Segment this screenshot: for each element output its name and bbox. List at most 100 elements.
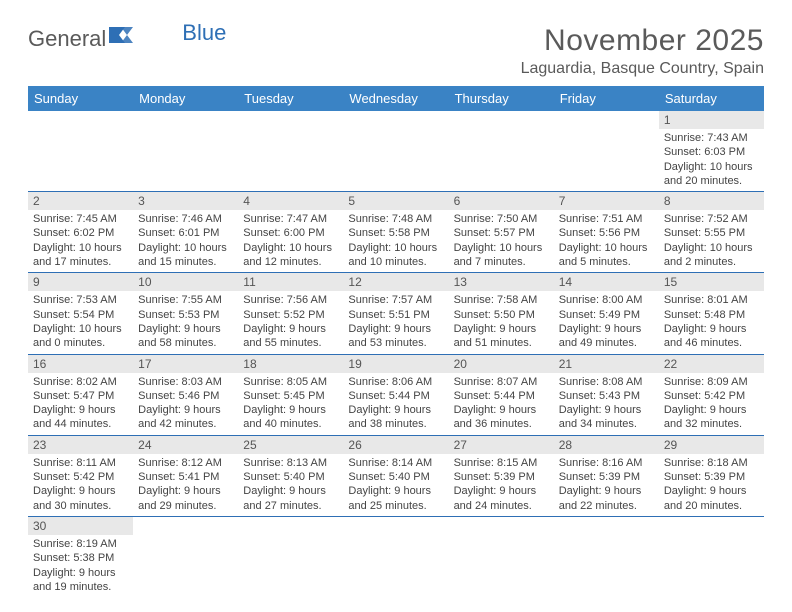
sunrise-text: Sunrise: 8:03 AM [138, 375, 233, 389]
daylight-text: Daylight: 9 hours and 42 minutes. [138, 403, 233, 432]
day-number: 9 [28, 273, 133, 291]
calendar-cell: 20Sunrise: 8:07 AMSunset: 5:44 PMDayligh… [449, 354, 554, 435]
sunrise-text: Sunrise: 8:01 AM [664, 293, 759, 307]
sunset-text: Sunset: 5:40 PM [243, 470, 338, 484]
day-detail: Sunrise: 8:00 AMSunset: 5:49 PMDaylight:… [554, 291, 659, 353]
brand-part1: General [28, 26, 106, 52]
sunrise-text: Sunrise: 8:05 AM [243, 375, 338, 389]
day-detail: Sunrise: 7:56 AMSunset: 5:52 PMDaylight:… [238, 291, 343, 353]
day-detail: Sunrise: 8:11 AMSunset: 5:42 PMDaylight:… [28, 454, 133, 516]
day-detail: Sunrise: 8:09 AMSunset: 5:42 PMDaylight:… [659, 373, 764, 435]
sunset-text: Sunset: 5:42 PM [33, 470, 128, 484]
title-block: November 2025 Laguardia, Basque Country,… [521, 24, 764, 78]
day-detail: Sunrise: 8:15 AMSunset: 5:39 PMDaylight:… [449, 454, 554, 516]
daylight-text: Daylight: 9 hours and 22 minutes. [559, 484, 654, 513]
calendar-cell: 6Sunrise: 7:50 AMSunset: 5:57 PMDaylight… [449, 192, 554, 273]
calendar-head: SundayMondayTuesdayWednesdayThursdayFrid… [28, 86, 764, 111]
day-number: 21 [554, 355, 659, 373]
day-number: 16 [28, 355, 133, 373]
month-title: November 2025 [521, 24, 764, 58]
sunrise-text: Sunrise: 7:47 AM [243, 212, 338, 226]
day-number: 2 [28, 192, 133, 210]
daylight-text: Daylight: 9 hours and 32 minutes. [664, 403, 759, 432]
sunset-text: Sunset: 5:45 PM [243, 389, 338, 403]
calendar-cell: 28Sunrise: 8:16 AMSunset: 5:39 PMDayligh… [554, 435, 659, 516]
calendar-cell [449, 516, 554, 597]
day-number: 11 [238, 273, 343, 291]
calendar-cell: 7Sunrise: 7:51 AMSunset: 5:56 PMDaylight… [554, 192, 659, 273]
calendar-cell [28, 111, 133, 192]
sunset-text: Sunset: 5:58 PM [348, 226, 443, 240]
calendar-cell [554, 111, 659, 192]
sunrise-text: Sunrise: 8:08 AM [559, 375, 654, 389]
sunset-text: Sunset: 5:39 PM [454, 470, 549, 484]
daylight-text: Daylight: 9 hours and 38 minutes. [348, 403, 443, 432]
calendar-cell: 14Sunrise: 8:00 AMSunset: 5:49 PMDayligh… [554, 273, 659, 354]
day-detail: Sunrise: 7:53 AMSunset: 5:54 PMDaylight:… [28, 291, 133, 353]
sunrise-text: Sunrise: 7:50 AM [454, 212, 549, 226]
sunset-text: Sunset: 5:54 PM [33, 308, 128, 322]
day-detail: Sunrise: 8:07 AMSunset: 5:44 PMDaylight:… [449, 373, 554, 435]
sunrise-text: Sunrise: 7:57 AM [348, 293, 443, 307]
calendar-cell: 4Sunrise: 7:47 AMSunset: 6:00 PMDaylight… [238, 192, 343, 273]
day-header: Saturday [659, 86, 764, 111]
calendar-cell: 12Sunrise: 7:57 AMSunset: 5:51 PMDayligh… [343, 273, 448, 354]
daylight-text: Daylight: 10 hours and 12 minutes. [243, 241, 338, 270]
calendar-cell: 15Sunrise: 8:01 AMSunset: 5:48 PMDayligh… [659, 273, 764, 354]
day-number: 18 [238, 355, 343, 373]
day-number: 4 [238, 192, 343, 210]
sunrise-text: Sunrise: 8:07 AM [454, 375, 549, 389]
calendar-row: 16Sunrise: 8:02 AMSunset: 5:47 PMDayligh… [28, 354, 764, 435]
sunrise-text: Sunrise: 8:18 AM [664, 456, 759, 470]
sunrise-text: Sunrise: 8:19 AM [33, 537, 128, 551]
daylight-text: Daylight: 9 hours and 30 minutes. [33, 484, 128, 513]
day-number: 12 [343, 273, 448, 291]
daylight-text: Daylight: 10 hours and 20 minutes. [664, 160, 759, 189]
day-number: 29 [659, 436, 764, 454]
sunrise-text: Sunrise: 8:00 AM [559, 293, 654, 307]
sunset-text: Sunset: 5:39 PM [559, 470, 654, 484]
sunset-text: Sunset: 6:01 PM [138, 226, 233, 240]
sunset-text: Sunset: 5:40 PM [348, 470, 443, 484]
sunrise-text: Sunrise: 7:46 AM [138, 212, 233, 226]
day-detail: Sunrise: 8:19 AMSunset: 5:38 PMDaylight:… [28, 535, 133, 597]
day-number: 28 [554, 436, 659, 454]
day-detail: Sunrise: 7:50 AMSunset: 5:57 PMDaylight:… [449, 210, 554, 272]
day-header: Friday [554, 86, 659, 111]
calendar-cell [133, 111, 238, 192]
calendar-cell: 11Sunrise: 7:56 AMSunset: 5:52 PMDayligh… [238, 273, 343, 354]
calendar-cell: 5Sunrise: 7:48 AMSunset: 5:58 PMDaylight… [343, 192, 448, 273]
day-detail: Sunrise: 8:13 AMSunset: 5:40 PMDaylight:… [238, 454, 343, 516]
daylight-text: Daylight: 9 hours and 49 minutes. [559, 322, 654, 351]
calendar-row: 2Sunrise: 7:45 AMSunset: 6:02 PMDaylight… [28, 192, 764, 273]
sunrise-text: Sunrise: 7:43 AM [664, 131, 759, 145]
sunset-text: Sunset: 5:41 PM [138, 470, 233, 484]
sunset-text: Sunset: 5:56 PM [559, 226, 654, 240]
sunrise-text: Sunrise: 7:52 AM [664, 212, 759, 226]
day-number: 10 [133, 273, 238, 291]
daylight-text: Daylight: 9 hours and 53 minutes. [348, 322, 443, 351]
daylight-text: Daylight: 9 hours and 27 minutes. [243, 484, 338, 513]
daylight-text: Daylight: 9 hours and 24 minutes. [454, 484, 549, 513]
day-number: 26 [343, 436, 448, 454]
daylight-text: Daylight: 9 hours and 55 minutes. [243, 322, 338, 351]
calendar-cell: 10Sunrise: 7:55 AMSunset: 5:53 PMDayligh… [133, 273, 238, 354]
brand-part2: Blue [182, 20, 226, 46]
calendar-cell [449, 111, 554, 192]
day-detail: Sunrise: 7:58 AMSunset: 5:50 PMDaylight:… [449, 291, 554, 353]
day-detail: Sunrise: 7:45 AMSunset: 6:02 PMDaylight:… [28, 210, 133, 272]
day-number: 27 [449, 436, 554, 454]
sunset-text: Sunset: 5:48 PM [664, 308, 759, 322]
day-number: 19 [343, 355, 448, 373]
daylight-text: Daylight: 10 hours and 2 minutes. [664, 241, 759, 270]
calendar-cell: 3Sunrise: 7:46 AMSunset: 6:01 PMDaylight… [133, 192, 238, 273]
daylight-text: Daylight: 9 hours and 34 minutes. [559, 403, 654, 432]
sunrise-text: Sunrise: 8:02 AM [33, 375, 128, 389]
sunrise-text: Sunrise: 7:45 AM [33, 212, 128, 226]
daylight-text: Daylight: 10 hours and 0 minutes. [33, 322, 128, 351]
sunset-text: Sunset: 6:02 PM [33, 226, 128, 240]
sunset-text: Sunset: 5:42 PM [664, 389, 759, 403]
sunset-text: Sunset: 5:52 PM [243, 308, 338, 322]
day-detail: Sunrise: 8:01 AMSunset: 5:48 PMDaylight:… [659, 291, 764, 353]
calendar-row: 30Sunrise: 8:19 AMSunset: 5:38 PMDayligh… [28, 516, 764, 597]
